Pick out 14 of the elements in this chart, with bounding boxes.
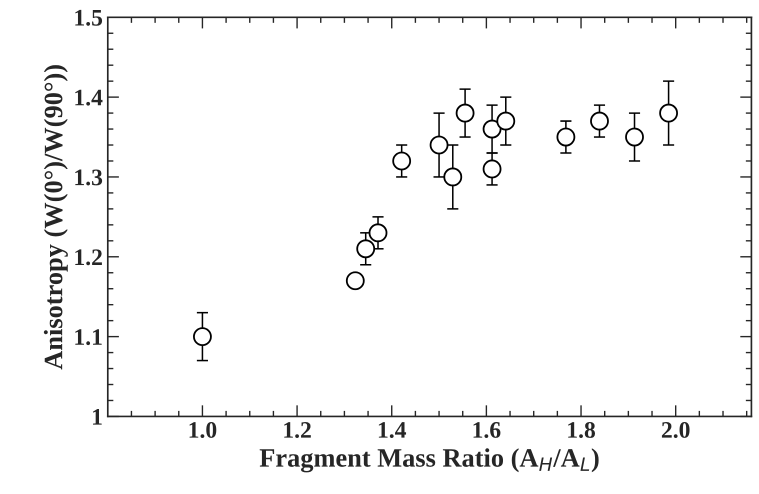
y-tick-label: 1.5 (75, 10, 102, 26)
y-tick-label: 1.2 (75, 249, 102, 266)
y-tick-label: 1.4 (75, 90, 102, 106)
y-tick-label: 1.1 (75, 329, 102, 346)
y-axis-title: Anisotropy (W(0°)/W(90°)) (44, 65, 68, 370)
x-axis-title: Fragment Mass Ratio (A$_{H}$/A$_{L}$) (260, 448, 599, 472)
x-tick-label: 1.0 (190, 422, 216, 438)
x-tick-label: 1.8 (568, 422, 596, 438)
x-tick-label: 1.4 (378, 422, 406, 438)
y-tick-label: 1.3 (75, 170, 102, 186)
y-tick-label: 1 (93, 409, 102, 425)
x-tick-label: 1.2 (284, 422, 311, 438)
x-tick-label: 1.6 (474, 422, 500, 438)
x-tick-label: 2.0 (662, 422, 690, 438)
